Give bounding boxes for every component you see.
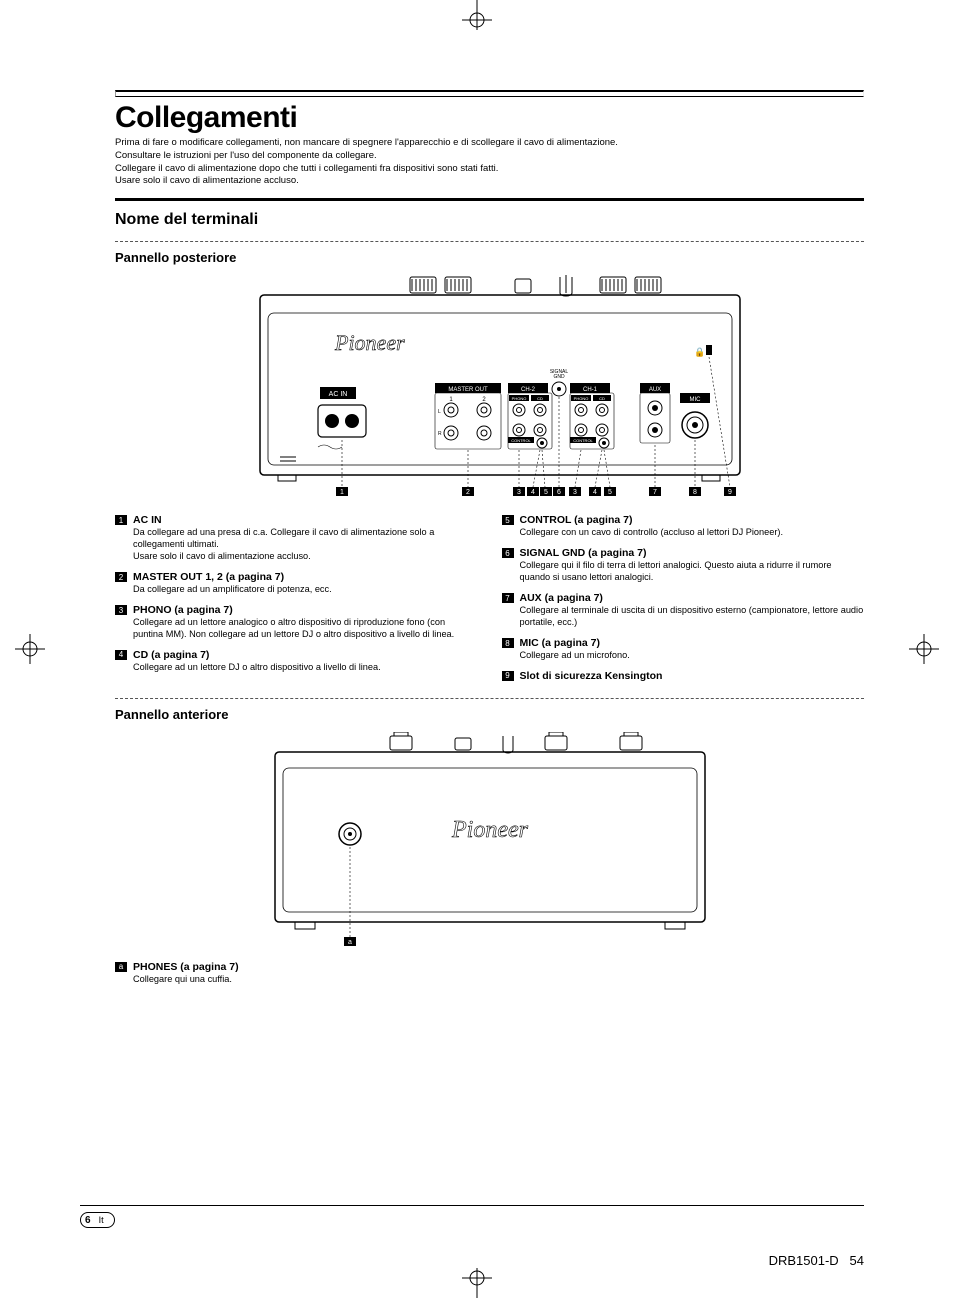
item-body: Collegare ad un microfono. — [520, 650, 865, 662]
doc-id-footer: DRB1501-D 54 — [769, 1253, 864, 1268]
svg-text:R: R — [438, 431, 442, 437]
item-body: Collegare con un cavo di controllo (accl… — [520, 527, 865, 539]
item-title: CONTROL (a pagina 7) — [520, 514, 633, 526]
intro-text: Prima di fare o modificare collegamenti,… — [115, 137, 864, 188]
svg-text:5: 5 — [544, 489, 548, 496]
top-rule — [115, 90, 864, 97]
svg-text:CONTROL: CONTROL — [573, 438, 593, 443]
item-title: CD (a pagina 7) — [133, 649, 209, 661]
crop-mark-left — [15, 619, 45, 679]
pioneer-logo: Pioneer — [334, 330, 405, 355]
item-10: a PHONES (a pagina 7) Collegare qui una c… — [115, 961, 864, 986]
item-body: Collegare ad un lettore analogico o altr… — [133, 617, 478, 641]
svg-text:6: 6 — [557, 489, 561, 496]
svg-text:1: 1 — [449, 397, 453, 403]
rear-panel-diagram: Pioneer 🔒 SIGNAL GND AC IN MASTER OUT 12… — [115, 275, 864, 510]
dashed-divider — [115, 241, 864, 242]
svg-text:CD: CD — [599, 396, 605, 401]
svg-text:MASTER OUT: MASTER OUT — [448, 387, 488, 393]
item-6: 6 SIGNAL GND (a pagina 7) Collegare qui i… — [502, 547, 865, 584]
svg-text:3: 3 — [517, 489, 521, 496]
page-footer: 6It — [80, 1205, 864, 1229]
item-title: PHONES (a pagina 7) — [133, 961, 239, 973]
crop-mark-right — [909, 619, 939, 679]
intro-line: Collegare il cavo di alimentazione dopo … — [115, 163, 864, 176]
item-3: 3 PHONO (a pagina 7) Collegare ad un lett… — [115, 604, 478, 641]
svg-text:CH-2: CH-2 — [520, 387, 535, 393]
marker-icon: 5 — [502, 515, 514, 525]
svg-text:7: 7 — [653, 489, 657, 496]
svg-text:CONTROL: CONTROL — [511, 438, 531, 443]
page-title: Collegamenti — [115, 101, 864, 135]
marker-icon: 4 — [115, 650, 127, 660]
item-title: SIGNAL GND (a pagina 7) — [520, 547, 647, 559]
crop-mark-top — [447, 0, 507, 30]
marker-icon: 1 — [115, 515, 127, 525]
svg-text:9: 9 — [728, 489, 732, 496]
svg-text:AC IN: AC IN — [328, 391, 347, 398]
svg-text:GND: GND — [553, 374, 565, 380]
marker-icon: 9 — [502, 671, 514, 681]
intro-line: Consultare le istruzioni per l'uso del c… — [115, 150, 864, 163]
dashed-divider — [115, 698, 864, 699]
item-title: Slot di sicurezza Kensington — [520, 670, 663, 682]
crop-mark-bottom — [447, 1268, 507, 1298]
section-heading: Nome del terminali — [115, 211, 864, 229]
item-body: Collegare qui una cuffia. — [133, 974, 864, 986]
item-body: Collegare qui il filo di terra di lettor… — [520, 560, 865, 584]
item-body: Collegare ad un lettore DJ o altro dispo… — [133, 662, 478, 674]
item-1: 1 AC IN Da collegare ad una presa di c.a.… — [115, 514, 478, 563]
marker-icon: 3 — [115, 605, 127, 615]
front-panel-diagram: Pioneer a — [115, 732, 864, 957]
item-title: AC IN — [133, 514, 162, 526]
item-9: 9 Slot di sicurezza Kensington — [502, 670, 865, 682]
svg-text:4: 4 — [593, 489, 597, 496]
svg-text:2: 2 — [466, 489, 470, 496]
intro-line: Prima di fare o modificare collegamenti,… — [115, 137, 864, 150]
marker-icon: 6 — [502, 548, 514, 558]
item-body: Da collegare ad una presa di c.a. Colleg… — [133, 527, 478, 563]
subsection-front: Pannello anteriore — [115, 707, 864, 722]
svg-text:PHONO: PHONO — [511, 396, 526, 401]
svg-text:CH-1: CH-1 — [582, 387, 597, 393]
marker-icon: 8 — [502, 638, 514, 648]
svg-text:🔒: 🔒 — [694, 347, 705, 357]
item-4: 4 CD (a pagina 7) Collegare ad un lettore… — [115, 649, 478, 674]
item-5: 5 CONTROL (a pagina 7) Collegare con un c… — [502, 514, 865, 539]
svg-text:3: 3 — [573, 489, 577, 496]
svg-text:MIC: MIC — [689, 397, 701, 403]
marker-icon: 2 — [115, 572, 127, 582]
item-2: 2 MASTER OUT 1, 2 (a pagina 7) Da collega… — [115, 571, 478, 596]
svg-text:2: 2 — [482, 397, 486, 403]
item-body: Collegare al terminale di uscita di un d… — [520, 605, 865, 629]
svg-text:8: 8 — [693, 489, 697, 496]
marker-icon: a — [115, 962, 127, 972]
section-rule — [115, 198, 864, 201]
items-left-column: 1 AC IN Da collegare ad una presa di c.a.… — [115, 514, 478, 690]
item-body: Da collegare ad un amplificatore di pote… — [133, 584, 478, 596]
svg-text:1: 1 — [340, 489, 344, 496]
items-right-column: 5 CONTROL (a pagina 7) Collegare con un c… — [502, 514, 865, 690]
item-title: MIC (a pagina 7) — [520, 637, 601, 649]
item-title: MASTER OUT 1, 2 (a pagina 7) — [133, 571, 284, 583]
subsection-rear: Pannello posteriore — [115, 250, 864, 265]
item-title: AUX (a pagina 7) — [520, 592, 603, 604]
svg-text:CD: CD — [537, 396, 543, 401]
intro-line: Usare solo il cavo di alimentazione accl… — [115, 175, 864, 188]
pioneer-logo: Pioneer — [451, 817, 529, 843]
item-7: 7 AUX (a pagina 7) Collegare al terminale… — [502, 592, 865, 629]
svg-text:5: 5 — [608, 489, 612, 496]
svg-text:a: a — [348, 939, 352, 946]
svg-text:PHONO: PHONO — [573, 396, 588, 401]
page-number-oval: 6It — [80, 1212, 115, 1228]
item-8: 8 MIC (a pagina 7) Collegare ad un microf… — [502, 637, 865, 662]
svg-text:AUX: AUX — [648, 387, 660, 393]
svg-text:L: L — [438, 409, 441, 415]
item-title: PHONO (a pagina 7) — [133, 604, 233, 616]
marker-icon: 7 — [502, 593, 514, 603]
svg-text:4: 4 — [531, 489, 535, 496]
